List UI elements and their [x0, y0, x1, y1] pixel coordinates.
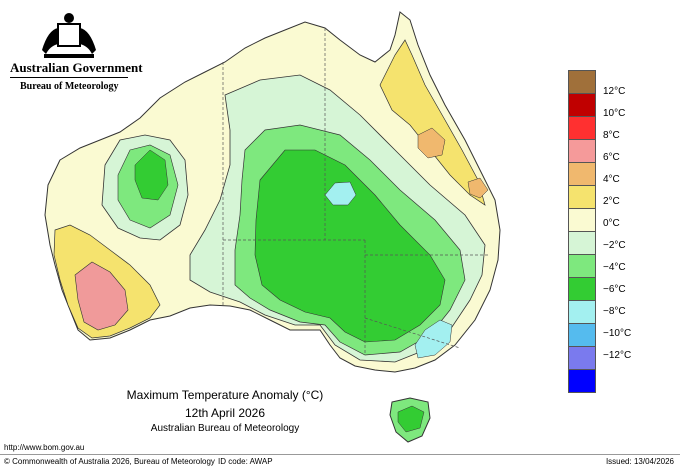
map-title: Maximum Temperature Anomaly (°C)	[126, 388, 324, 402]
legend-label: 0°C	[603, 218, 620, 229]
state-border-nsw-vic	[364, 317, 461, 349]
legend-label: −2°C	[603, 240, 626, 251]
legend-label: 10°C	[603, 108, 626, 119]
legend-label: 2°C	[603, 196, 620, 207]
legend-colorbar	[568, 70, 596, 393]
id-code: ID code: AWAP	[218, 457, 273, 466]
branding-divider	[10, 77, 128, 78]
government-title: Australian Government	[10, 60, 143, 75]
warm-east-south-pocket	[467, 177, 489, 199]
bom-url-link[interactable]: http://www.bom.gov.au	[4, 443, 85, 452]
copyright-text: © Commonwealth of Australia 2026, Bureau…	[4, 457, 215, 466]
legend-label: 6°C	[603, 152, 620, 163]
legend-swatch	[568, 163, 596, 186]
legend-swatch	[568, 232, 596, 255]
hot-southwest	[74, 261, 129, 331]
legend-swatch	[568, 209, 596, 232]
legend-swatch	[568, 347, 596, 370]
warm-east-pocket	[417, 127, 446, 159]
legend-label: 8°C	[603, 130, 620, 141]
legend-swatch	[568, 370, 596, 393]
legend-label: −10°C	[603, 328, 632, 339]
map-organisation: Australian Bureau of Meteorology	[150, 423, 300, 434]
legend-swatch	[568, 140, 596, 163]
legend-swatch	[568, 324, 596, 347]
legend-label: 4°C	[603, 174, 620, 185]
legend-label: −4°C	[603, 262, 626, 273]
legend-swatch	[568, 117, 596, 140]
cold-pocket-central	[324, 181, 357, 206]
cool-west-inner	[134, 149, 169, 201]
cool-band-4-6	[254, 149, 446, 343]
legend-swatch	[568, 94, 596, 117]
legend-label: 12°C	[603, 86, 626, 97]
legend-swatch	[568, 70, 596, 94]
legend-swatch	[568, 301, 596, 324]
legend-swatch	[568, 186, 596, 209]
coat-of-arms-icon	[42, 13, 96, 58]
tasmania-core	[397, 405, 425, 433]
footer-divider	[0, 454, 680, 455]
legend-swatch	[568, 255, 596, 278]
bureau-title: Bureau of Meteorology	[20, 81, 119, 92]
legend-swatch	[568, 278, 596, 301]
cold-pocket-southeast	[414, 319, 453, 359]
legend-label: −12°C	[603, 350, 632, 361]
legend-label: −6°C	[603, 284, 626, 295]
map-date: 12th April 2026	[184, 406, 266, 420]
legend-label: −8°C	[603, 306, 626, 317]
issued-date: Issued: 13/04/2026	[605, 457, 674, 466]
